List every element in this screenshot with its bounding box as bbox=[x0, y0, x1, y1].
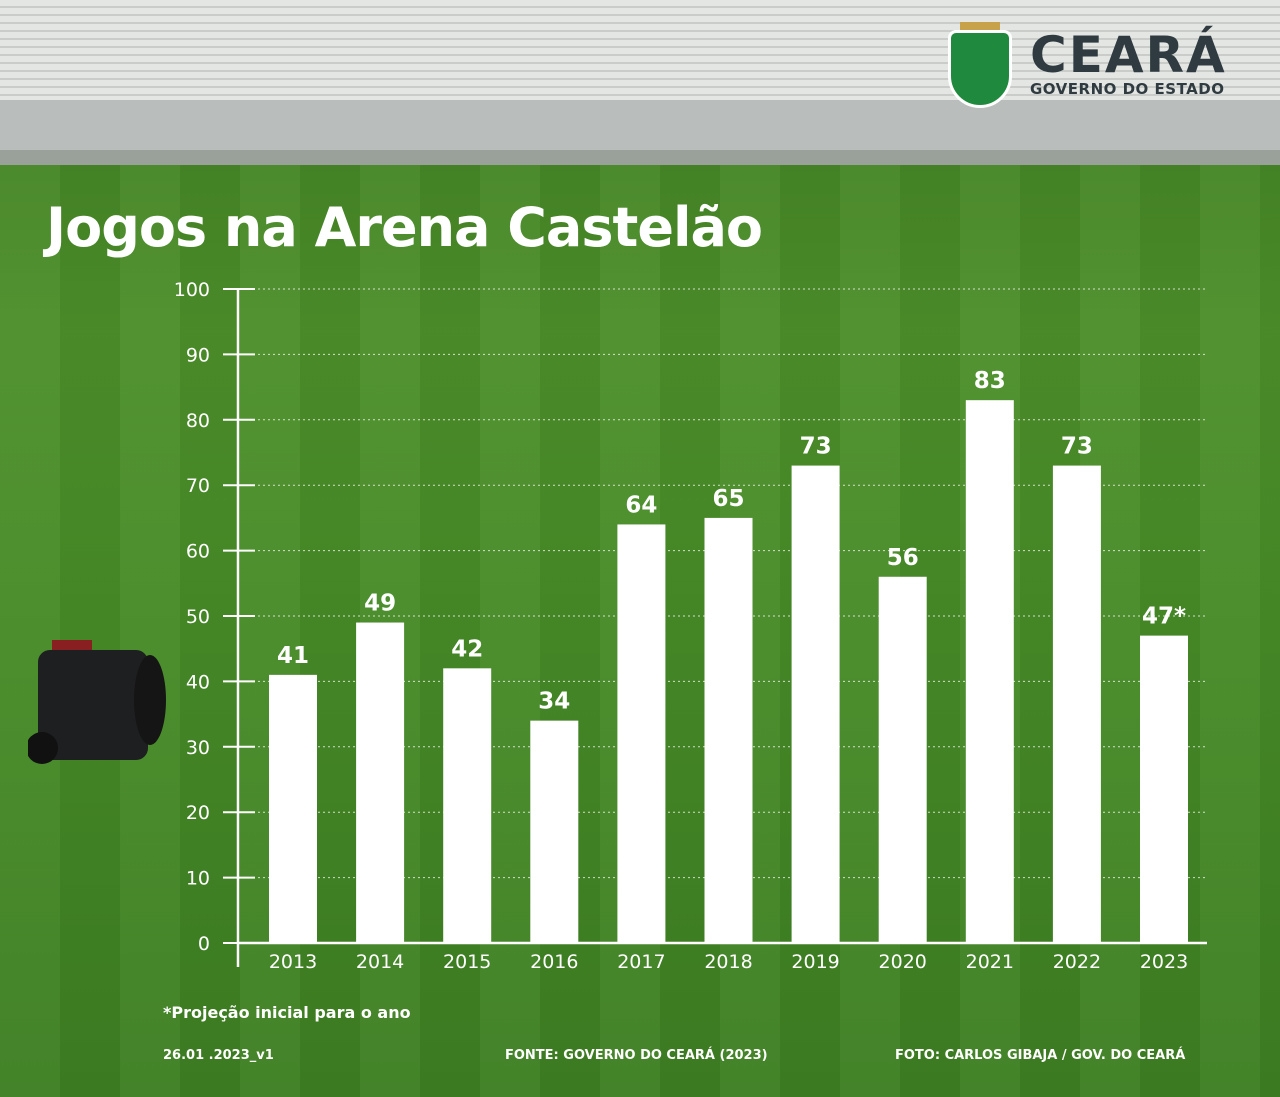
x-tick-label: 2017 bbox=[617, 951, 665, 973]
data-label: 49 bbox=[364, 591, 396, 617]
x-tick-label: 2019 bbox=[791, 951, 839, 973]
coat-of-arms-icon bbox=[948, 30, 1012, 108]
x-tick-label: 2018 bbox=[704, 951, 752, 973]
data-label: 73 bbox=[800, 434, 832, 460]
y-tick-label: 60 bbox=[186, 541, 210, 563]
y-tick-label: 90 bbox=[186, 344, 210, 366]
x-tick-label: 2023 bbox=[1140, 951, 1188, 973]
data-label: 65 bbox=[712, 486, 744, 512]
y-tick-label: 40 bbox=[186, 671, 210, 693]
bar bbox=[269, 674, 317, 943]
photo-credit: FOTO: CARLOS GIBAJA / GOV. DO CEARÁ bbox=[895, 1048, 1186, 1063]
footnote: *Projeção inicial para o ano bbox=[163, 1003, 411, 1022]
bar bbox=[704, 517, 753, 943]
x-tick-label: 2021 bbox=[966, 951, 1014, 973]
source-label: FONTE: GOVERNO DO CEARÁ (2023) bbox=[505, 1048, 768, 1063]
data-label: 83 bbox=[974, 368, 1006, 394]
x-tick-label: 2016 bbox=[530, 951, 578, 973]
bar bbox=[530, 720, 579, 943]
bar bbox=[443, 668, 492, 943]
stadium-track bbox=[0, 150, 1280, 165]
data-label: 47* bbox=[1142, 604, 1186, 630]
data-label: 42 bbox=[451, 636, 483, 662]
y-tick-label: 80 bbox=[186, 410, 210, 432]
data-label: 64 bbox=[625, 492, 657, 518]
stadium-wall bbox=[0, 100, 1280, 155]
ceara-logo: CEARÁ GOVERNO DO ESTADO bbox=[948, 22, 1238, 112]
x-tick-label: 2022 bbox=[1053, 951, 1101, 973]
bar bbox=[1140, 635, 1188, 943]
bar bbox=[356, 622, 405, 943]
data-label: 34 bbox=[538, 689, 570, 715]
data-label: 56 bbox=[887, 545, 919, 571]
lawn-mower-photo bbox=[28, 640, 166, 764]
bar bbox=[617, 524, 666, 943]
x-tick-label: 2014 bbox=[356, 951, 404, 973]
logo-subtitle: GOVERNO DO ESTADO bbox=[1030, 80, 1225, 98]
bar bbox=[878, 576, 927, 943]
chart-title: Jogos na Arena Castelão bbox=[46, 196, 763, 259]
version-label: 26.01 .2023_v1 bbox=[163, 1048, 274, 1063]
y-tick-label: 30 bbox=[186, 737, 210, 759]
bar bbox=[791, 465, 840, 943]
x-tick-label: 2020 bbox=[879, 951, 927, 973]
y-tick-label: 50 bbox=[186, 606, 210, 628]
bar bbox=[965, 400, 1014, 943]
y-tick-label: 20 bbox=[186, 802, 210, 824]
bar bbox=[1052, 465, 1101, 943]
x-tick-label: 2013 bbox=[269, 951, 317, 973]
y-tick-label: 0 bbox=[198, 933, 210, 955]
y-tick-label: 10 bbox=[186, 868, 210, 890]
data-label: 73 bbox=[1061, 434, 1093, 460]
data-label: 41 bbox=[277, 643, 309, 669]
logo-name: CEARÁ bbox=[1030, 26, 1227, 84]
y-tick-label: 70 bbox=[186, 475, 210, 497]
x-tick-label: 2015 bbox=[443, 951, 491, 973]
y-tick-label: 100 bbox=[174, 279, 210, 301]
